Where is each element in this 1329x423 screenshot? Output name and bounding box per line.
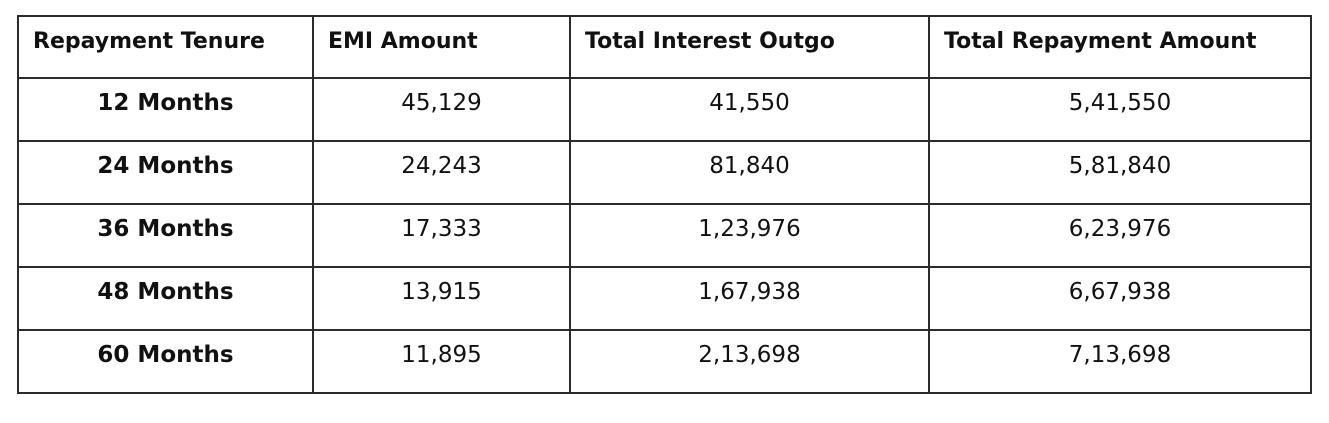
cell-total-interest: 2,13,698	[569, 329, 930, 394]
cell-emi-amount-text: 45,129	[401, 89, 482, 116]
table-row: 48 Months 13,915 1,67,938 6,67,938	[17, 266, 1312, 331]
header-emi-amount: EMI Amount	[312, 15, 571, 79]
cell-tenure-text: 48 Months	[97, 278, 234, 305]
cell-emi-amount: 11,895	[312, 329, 571, 394]
emi-comparison-table-container: Repayment Tenure EMI Amount Total Intere…	[17, 15, 1312, 394]
header-total-repayment-amount: Total Repayment Amount	[928, 15, 1312, 79]
table-body: 12 Months 45,129 41,550 5,41,550 24 Mont…	[17, 77, 1312, 394]
emi-comparison-table: Repayment Tenure EMI Amount Total Intere…	[17, 15, 1312, 394]
cell-tenure-text: 60 Months	[97, 341, 234, 368]
cell-total-repayment: 6,67,938	[928, 266, 1312, 331]
header-repayment-tenure: Repayment Tenure	[17, 15, 314, 79]
cell-total-repayment-text: 5,81,840	[1068, 152, 1172, 179]
cell-total-interest-text: 41,550	[709, 89, 790, 116]
cell-emi-amount-text: 13,915	[401, 278, 482, 305]
cell-tenure: 12 Months	[17, 77, 314, 142]
cell-tenure-text: 12 Months	[97, 89, 234, 116]
cell-total-repayment-text: 6,67,938	[1068, 278, 1172, 305]
cell-total-repayment-text: 7,13,698	[1068, 341, 1172, 368]
cell-total-interest-text: 81,840	[709, 152, 790, 179]
table-row: 36 Months 17,333 1,23,976 6,23,976	[17, 203, 1312, 268]
cell-total-repayment: 7,13,698	[928, 329, 1312, 394]
cell-tenure: 48 Months	[17, 266, 314, 331]
table-row: 60 Months 11,895 2,13,698 7,13,698	[17, 329, 1312, 394]
cell-emi-amount: 24,243	[312, 140, 571, 205]
cell-emi-amount: 45,129	[312, 77, 571, 142]
cell-total-repayment-text: 6,23,976	[1068, 215, 1172, 242]
cell-tenure-text: 36 Months	[97, 215, 234, 242]
table-row: 24 Months 24,243 81,840 5,81,840	[17, 140, 1312, 205]
cell-emi-amount: 17,333	[312, 203, 571, 268]
cell-total-interest: 81,840	[569, 140, 930, 205]
cell-tenure: 60 Months	[17, 329, 314, 394]
cell-total-interest-text: 1,67,938	[698, 278, 801, 305]
cell-emi-amount: 13,915	[312, 266, 571, 331]
cell-total-interest-text: 1,23,976	[698, 215, 801, 242]
header-total-interest-outgo: Total Interest Outgo	[569, 15, 930, 79]
cell-emi-amount-text: 24,243	[401, 152, 482, 179]
cell-total-interest: 41,550	[569, 77, 930, 142]
cell-emi-amount-text: 17,333	[401, 215, 482, 242]
cell-total-interest: 1,23,976	[569, 203, 930, 268]
cell-total-repayment: 6,23,976	[928, 203, 1312, 268]
cell-total-repayment-text: 5,41,550	[1068, 89, 1172, 116]
cell-tenure: 36 Months	[17, 203, 314, 268]
cell-total-repayment: 5,81,840	[928, 140, 1312, 205]
cell-total-interest: 1,67,938	[569, 266, 930, 331]
table-header: Repayment Tenure EMI Amount Total Intere…	[17, 15, 1312, 79]
cell-tenure: 24 Months	[17, 140, 314, 205]
cell-emi-amount-text: 11,895	[401, 341, 482, 368]
cell-tenure-text: 24 Months	[97, 152, 234, 179]
cell-total-interest-text: 2,13,698	[698, 341, 801, 368]
cell-total-repayment: 5,41,550	[928, 77, 1312, 142]
table-row: 12 Months 45,129 41,550 5,41,550	[17, 77, 1312, 142]
header-row: Repayment Tenure EMI Amount Total Intere…	[17, 15, 1312, 79]
